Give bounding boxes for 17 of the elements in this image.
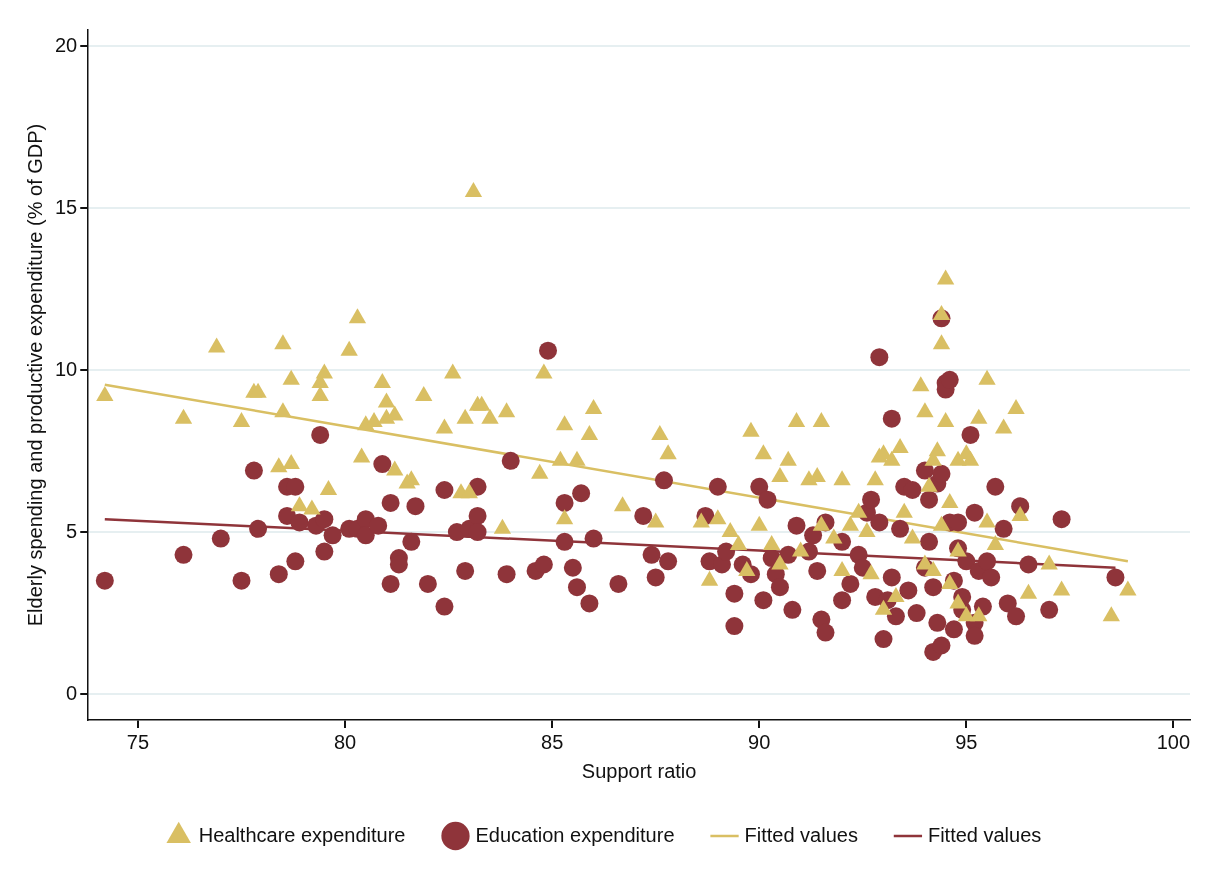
x-tick-label: 80	[333, 730, 357, 753]
y-tick-label: 10	[55, 357, 78, 380]
x-tick-label: 100	[1156, 730, 1191, 753]
y-tick-label: 0	[66, 681, 78, 704]
y-tick-label: 15	[55, 195, 78, 218]
x-tick-label: 85	[541, 730, 564, 753]
y-axis-title: Elderly spending and productive expenditure (% of GDP)	[23, 123, 46, 627]
y-tick-label: 5	[66, 519, 78, 542]
x-tick-label: 95	[955, 730, 978, 753]
legend-label: Fitted values	[744, 823, 858, 846]
legend-label: Healthcare expenditure	[198, 823, 406, 846]
x-axis-title: Support ratio	[581, 759, 697, 782]
y-tick-label: 20	[55, 33, 78, 56]
x-tick-label: 90	[748, 730, 771, 753]
x-tick-label: 75	[126, 730, 150, 753]
legend-label: Fitted values	[927, 823, 1042, 846]
legend-label: Education expenditure	[475, 823, 675, 846]
